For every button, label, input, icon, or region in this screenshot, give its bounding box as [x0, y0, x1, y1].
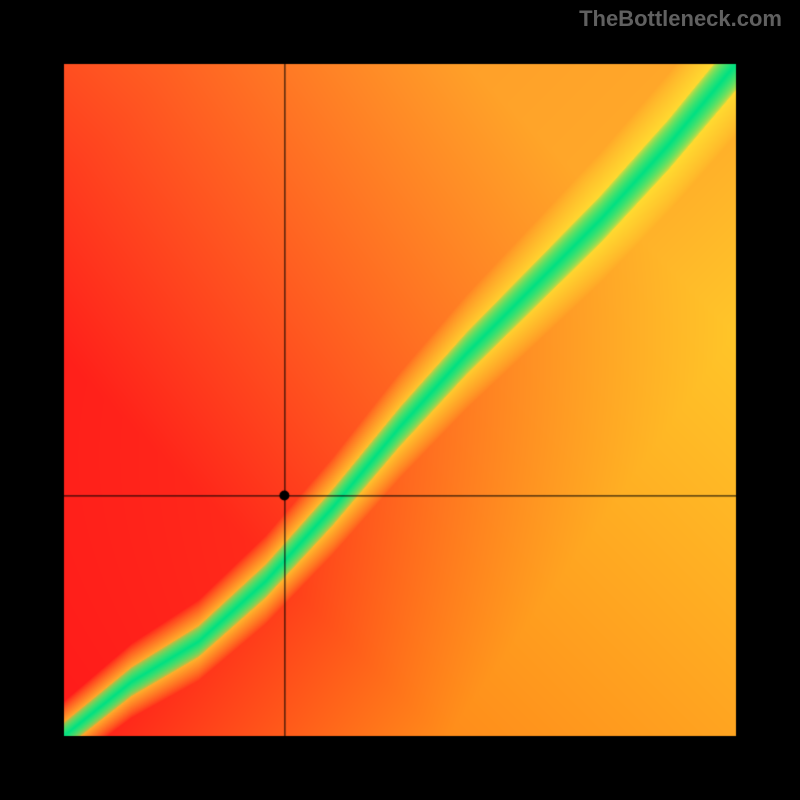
chart-container: TheBottleneck.com: [0, 0, 800, 800]
watermark-label: TheBottleneck.com: [579, 6, 782, 32]
heatmap-canvas: [0, 0, 800, 800]
